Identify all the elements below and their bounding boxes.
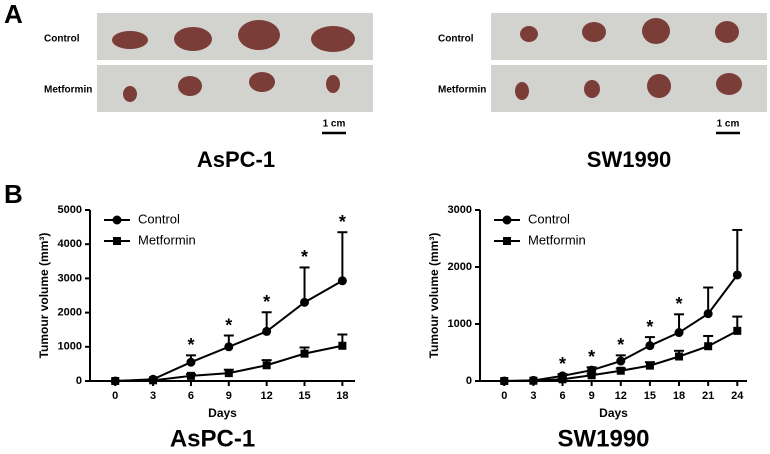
- annotation: *: [263, 292, 270, 312]
- x-tick-label: 15: [644, 390, 656, 402]
- y-tick-label: 1000: [58, 341, 82, 353]
- y-tick-label: 1000: [448, 318, 472, 330]
- x-axis-label: Days: [599, 406, 628, 420]
- photo: [491, 13, 767, 112]
- scale-label: 1 cm: [323, 119, 346, 130]
- legend-marker: [503, 237, 511, 245]
- panel-label: B: [4, 179, 23, 209]
- x-tick-label: 3: [530, 390, 536, 402]
- marker: [262, 326, 272, 336]
- marker: [732, 270, 742, 280]
- marker: [300, 349, 309, 358]
- y-tick-label: 3000: [58, 272, 82, 284]
- x-tick-label: 6: [559, 390, 565, 402]
- marker: [337, 276, 347, 286]
- legend-label: Metformin: [138, 232, 196, 247]
- marker: [186, 357, 196, 367]
- x-tick-label: 0: [501, 390, 507, 402]
- x-tick-label: 12: [261, 390, 273, 402]
- legend-label: Control: [528, 211, 570, 226]
- row-label: Metformin: [44, 85, 92, 96]
- x-tick-label: 12: [615, 390, 627, 402]
- x-tick-label: 9: [589, 390, 595, 402]
- marker: [675, 352, 684, 361]
- chart-title: SW1990: [557, 425, 649, 452]
- marker: [616, 356, 626, 366]
- y-axis-label: Tumour volume (mm³): [427, 233, 441, 359]
- legend-marker: [113, 237, 121, 245]
- marker: [645, 341, 655, 351]
- x-tick-label: 9: [226, 390, 232, 402]
- group-title: AsPC-1: [197, 147, 275, 172]
- group-title: SW1990: [587, 147, 671, 172]
- marker: [733, 326, 742, 335]
- y-tick-label: 0: [76, 375, 82, 387]
- marker: [674, 328, 684, 338]
- marker: [529, 376, 538, 385]
- marker: [500, 377, 509, 385]
- marker: [224, 369, 233, 378]
- x-tick-label: 18: [336, 390, 348, 402]
- legend-marker: [502, 215, 512, 225]
- row-label: Control: [438, 34, 474, 45]
- y-tick-label: 2000: [58, 307, 82, 319]
- marker: [300, 297, 310, 307]
- marker: [111, 377, 120, 385]
- marker: [186, 371, 195, 380]
- marker: [645, 361, 654, 370]
- legend-label: Control: [138, 211, 180, 226]
- annotation: *: [617, 335, 624, 355]
- y-tick-label: 2000: [448, 261, 472, 273]
- row-label: Metformin: [438, 85, 486, 96]
- marker: [262, 361, 271, 370]
- marker: [149, 376, 158, 385]
- marker: [338, 341, 347, 350]
- y-tick-label: 3000: [448, 204, 472, 216]
- annotation: *: [301, 247, 308, 267]
- annotation: *: [588, 347, 595, 367]
- x-tick-label: 24: [731, 390, 744, 402]
- marker: [558, 375, 567, 384]
- panel-label: A: [4, 0, 23, 29]
- y-tick-label: 4000: [58, 238, 82, 250]
- marker: [616, 366, 625, 375]
- marker: [587, 371, 596, 380]
- marker: [703, 309, 713, 319]
- x-tick-label: 6: [188, 390, 194, 402]
- x-tick-label: 18: [673, 390, 685, 402]
- annotation: *: [225, 315, 232, 335]
- annotation: *: [676, 294, 683, 314]
- row-label: Control: [44, 34, 80, 45]
- x-axis-label: Days: [208, 406, 237, 420]
- x-tick-label: 3: [150, 390, 156, 402]
- annotation: *: [559, 354, 566, 374]
- chart-title: AsPC-1: [170, 425, 255, 452]
- y-tick-label: 0: [466, 375, 472, 387]
- scale-label: 1 cm: [717, 119, 740, 130]
- photo: [97, 13, 373, 112]
- y-axis-label: Tumour volume (mm³): [37, 233, 51, 359]
- annotation: *: [187, 335, 194, 355]
- marker: [704, 342, 713, 351]
- legend-marker: [112, 215, 122, 225]
- annotation: *: [646, 317, 653, 337]
- x-tick-label: 15: [298, 390, 310, 402]
- annotation: *: [339, 212, 346, 232]
- x-tick-label: 21: [702, 390, 714, 402]
- legend-label: Metformin: [528, 232, 586, 247]
- marker: [224, 342, 234, 352]
- y-tick-label: 5000: [58, 204, 82, 216]
- x-tick-label: 0: [112, 390, 118, 402]
